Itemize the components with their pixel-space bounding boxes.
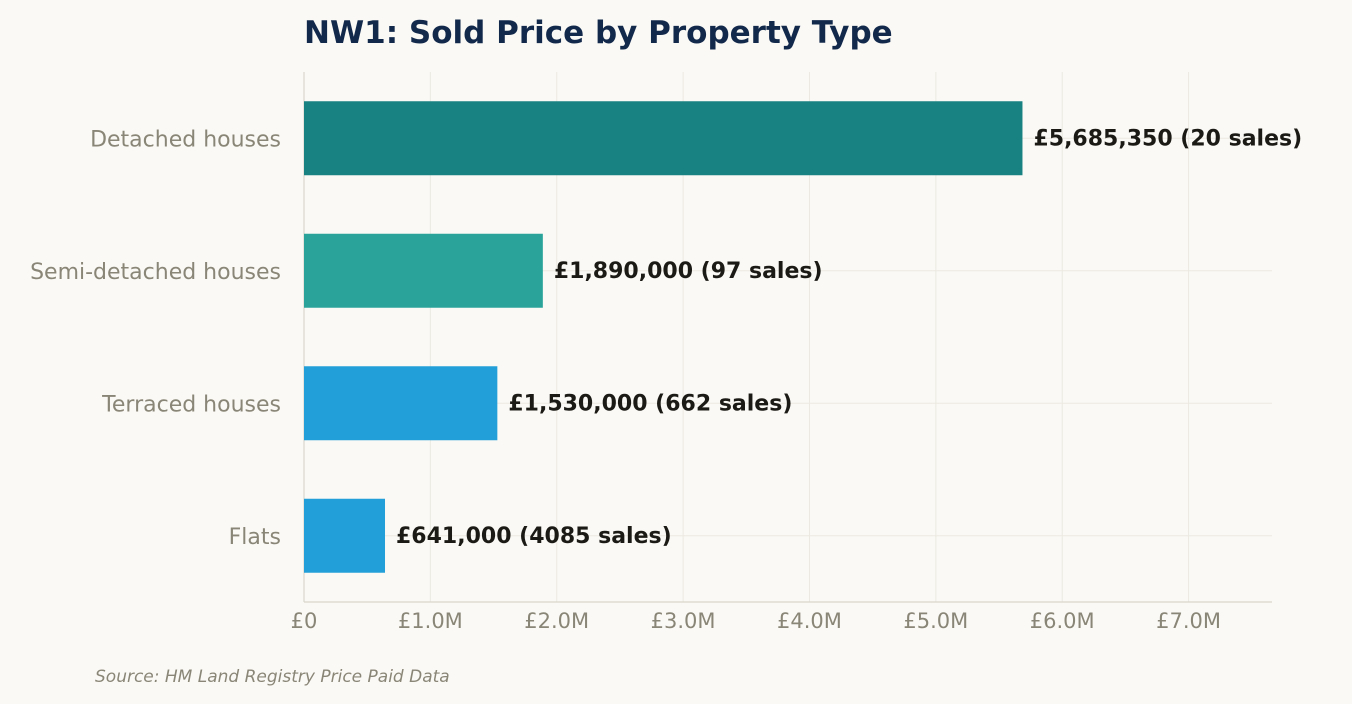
x-tick-label: £4.0M — [777, 609, 842, 633]
bar — [304, 233, 543, 308]
value-label: £5,685,350 (20 sales) — [1033, 126, 1302, 151]
category-label: Flats — [229, 525, 281, 550]
value-label: £641,000 (4085 sales) — [396, 524, 672, 549]
category-labels: Detached houses Semi-detached houses Terra… — [30, 127, 281, 550]
x-tick-label: £1.0M — [398, 609, 463, 633]
x-tick-label: £0 — [291, 609, 318, 633]
value-labels: £5,685,350 (20 sales) £1,890,000 (97 sale… — [396, 126, 1302, 549]
bar — [304, 101, 1023, 176]
x-tick-label: £6.0M — [1030, 609, 1095, 633]
x-tick-label: £5.0M — [903, 609, 968, 633]
category-label: Terraced houses — [101, 392, 281, 417]
x-tick-labels: £0 £1.0M £2.0M £3.0M £4.0M £5.0M £6.0M £7.0M — [291, 609, 1221, 633]
value-label: £1,530,000 (662 sales) — [508, 391, 792, 416]
source-note: Source: HM Land Registry Price Paid Data — [95, 667, 450, 687]
value-label: £1,890,000 (97 sales) — [554, 259, 823, 284]
x-tick-label: £3.0M — [651, 609, 716, 633]
category-label: Detached houses — [90, 127, 281, 152]
x-tick-label: £2.0M — [524, 609, 589, 633]
bar — [304, 366, 498, 441]
x-tick-label: £7.0M — [1156, 609, 1221, 633]
bar — [304, 498, 386, 573]
bars — [304, 101, 1023, 573]
category-label: Semi-detached houses — [30, 260, 281, 285]
chart-title: NW1: Sold Price by Property Type — [304, 15, 893, 51]
